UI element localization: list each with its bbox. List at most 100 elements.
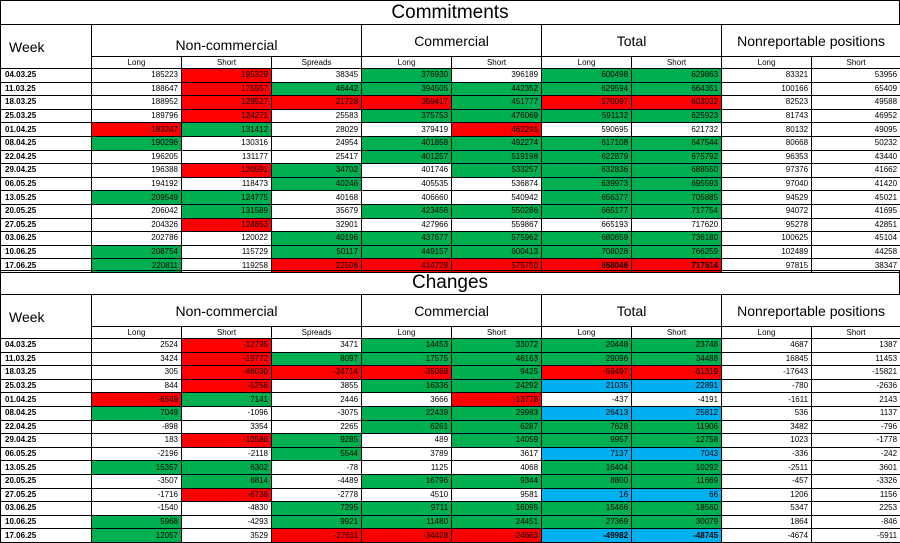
- com-short-cell: 16095: [452, 502, 542, 516]
- week-cell: 06.05.25: [1, 447, 92, 461]
- com-short-cell: 492274: [452, 136, 542, 150]
- com-long-cell: 489: [362, 434, 452, 448]
- com-short-cell: -13778: [452, 393, 542, 407]
- tot-long-cell: 27369: [542, 515, 632, 529]
- nc-spreads-cell: 40246: [272, 177, 362, 191]
- nc-spreads-cell: 35679: [272, 204, 362, 218]
- nc-long-cell: 194192: [92, 177, 182, 191]
- tot-long-cell: 665177: [542, 204, 632, 218]
- tot-long-cell: 7137: [542, 447, 632, 461]
- com-short-header: Short: [452, 327, 542, 339]
- com-long-cell: 423456: [362, 204, 452, 218]
- com-long-cell: 22439: [362, 406, 452, 420]
- com-long-cell: 14453: [362, 339, 452, 353]
- nr-short-cell: 65409: [812, 82, 900, 96]
- com-long-header: Long: [362, 57, 452, 69]
- tot-long-cell: 680659: [542, 232, 632, 246]
- nc-long-cell: -898: [92, 420, 182, 434]
- nc-short-cell: -5256: [182, 379, 272, 393]
- tot-long-cell: 600498: [542, 69, 632, 83]
- com-short-cell: 550286: [452, 204, 542, 218]
- nc-spreads-cell: 28029: [272, 123, 362, 137]
- nc-spreads-cell: 40168: [272, 191, 362, 205]
- nr-short-cell: -846: [812, 515, 900, 529]
- tot-long-cell: 21035: [542, 379, 632, 393]
- tot-short-header: Short: [632, 57, 722, 69]
- week-cell: 11.03.25: [1, 82, 92, 96]
- nr-long-cell: 96353: [722, 150, 812, 164]
- com-short-cell: 519198: [452, 150, 542, 164]
- nr-short-cell: 2253: [812, 502, 900, 516]
- tot-short-cell: 717754: [632, 204, 722, 218]
- tot-long-cell: 20448: [542, 339, 632, 353]
- nc-long-cell: 305: [92, 366, 182, 380]
- nr-short-cell: 45021: [812, 191, 900, 205]
- tot-long-cell: 591132: [542, 109, 632, 123]
- nc-spreads-cell: 8097: [272, 352, 362, 366]
- nc-spreads-cell: 40196: [272, 232, 362, 246]
- nc-spreads-cell: 2446: [272, 393, 362, 407]
- tot-long-cell: 665193: [542, 218, 632, 232]
- nc-long-cell: -1716: [92, 488, 182, 502]
- nc-spreads-cell: 24954: [272, 136, 362, 150]
- nc-long-cell: 12057: [92, 529, 182, 543]
- nc-spreads-cell: -27611: [272, 529, 362, 543]
- nc-spreads-cell: 5544: [272, 447, 362, 461]
- nc-short-cell: 131589: [182, 204, 272, 218]
- week-cell: 25.03.25: [1, 379, 92, 393]
- com-short-cell: 14059: [452, 434, 542, 448]
- tot-short-cell: 34488: [632, 352, 722, 366]
- nc-spreads-cell: 50117: [272, 245, 362, 259]
- com-short-cell: 9425: [452, 366, 542, 380]
- com-short-cell: 6287: [452, 420, 542, 434]
- nr-short-cell: 1156: [812, 488, 900, 502]
- noncommercial-header: Non-commercial: [92, 25, 362, 57]
- week-cell: 18.03.25: [1, 366, 92, 380]
- nc-short-cell: 6814: [182, 474, 272, 488]
- nr-short-cell: -15821: [812, 366, 900, 380]
- nr-long-header: Long: [722, 57, 812, 69]
- nr-long-cell: -780: [722, 379, 812, 393]
- week-cell: 06.05.25: [1, 177, 92, 191]
- com-long-cell: 1125: [362, 461, 452, 475]
- com-long-cell: 359417: [362, 96, 452, 110]
- nc-long-cell: 209549: [92, 191, 182, 205]
- nr-long-cell: 1206: [722, 488, 812, 502]
- tot-long-cell: 639973: [542, 177, 632, 191]
- nr-short-cell: 1137: [812, 406, 900, 420]
- nr-long-cell: -2511: [722, 461, 812, 475]
- nr-short-cell: 41695: [812, 204, 900, 218]
- tot-short-cell: 30079: [632, 515, 722, 529]
- nr-short-cell: 11453: [812, 352, 900, 366]
- nc-long-cell: 202786: [92, 232, 182, 246]
- tot-short-cell: -4191: [632, 393, 722, 407]
- tot-long-cell: 7628: [542, 420, 632, 434]
- nc-spreads-header: Spreads: [272, 57, 362, 69]
- commitments-table: Week Non-commercial Commercial Total Non…: [0, 24, 900, 273]
- nr-long-cell: 5347: [722, 502, 812, 516]
- nc-long-cell: 7049: [92, 406, 182, 420]
- tot-short-cell: 10292: [632, 461, 722, 475]
- nc-short-cell: 3529: [182, 529, 272, 543]
- tot-short-cell: 629863: [632, 69, 722, 83]
- com-short-cell: 24451: [452, 515, 542, 529]
- nr-long-cell: -457: [722, 474, 812, 488]
- week-cell: 01.04.25: [1, 123, 92, 137]
- nr-short-cell: -796: [812, 420, 900, 434]
- nc-spreads-cell: 34702: [272, 164, 362, 178]
- noncommercial-header: Non-commercial: [92, 295, 362, 327]
- tot-long-cell: 656377: [542, 191, 632, 205]
